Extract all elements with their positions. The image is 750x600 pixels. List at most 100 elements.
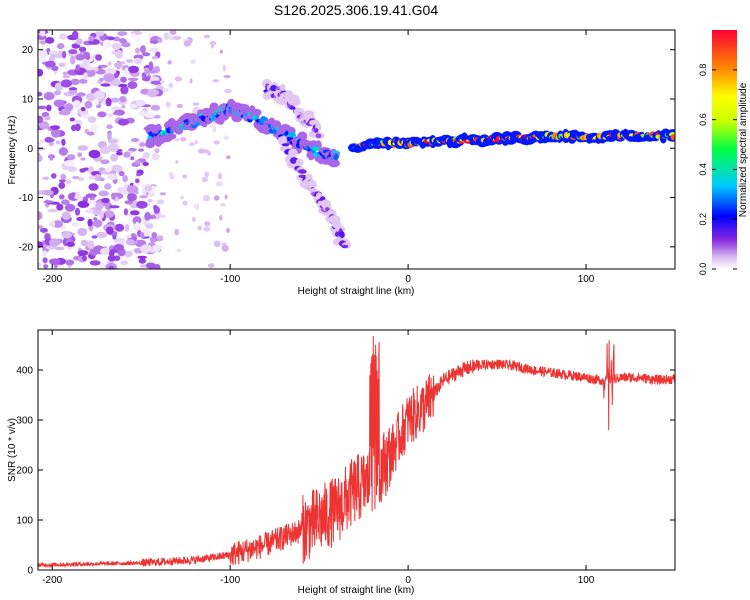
heatmap-cell (239, 104, 250, 113)
heatmap-cell (98, 262, 106, 269)
heatmap-cell (81, 255, 87, 261)
heatmap-cell (77, 228, 88, 236)
heatmap-cell (209, 124, 217, 128)
y-tick-label: 10 (22, 94, 34, 105)
heatmap-cell (176, 248, 182, 253)
heatmap-cell (114, 223, 125, 232)
heatmap-cell (92, 219, 103, 228)
heatmap-cell (104, 183, 112, 190)
heatmap-cell (100, 159, 110, 165)
heatmap-cell (203, 226, 211, 232)
heatmap-cell (144, 185, 153, 192)
heatmap-cell (66, 166, 78, 173)
heatmap-cell (108, 205, 120, 209)
snr-xlabel: Height of straight line (km) (298, 585, 415, 596)
heatmap-cell (83, 72, 88, 80)
heatmap-cell (98, 190, 109, 197)
heatmap-cell (86, 131, 95, 136)
heatmap-cell (168, 171, 174, 178)
heatmap-cell (163, 32, 170, 40)
heatmap-cell (176, 103, 183, 109)
heatmap-cell (38, 34, 47, 40)
heatmap-cell (106, 124, 113, 129)
heatmap-cell (48, 50, 60, 55)
heatmap-cell (62, 75, 71, 79)
heatmap-cell (80, 107, 86, 112)
colorbar-tick-label: 0.4 (698, 163, 708, 176)
heatmap-cell (133, 57, 143, 65)
heatmap-cell (54, 246, 65, 251)
heatmap-cell (76, 216, 85, 222)
heatmap-cell (297, 131, 308, 141)
heatmap-cell (129, 33, 136, 38)
heatmap-cell (670, 134, 675, 141)
heatmap-cell (167, 60, 172, 65)
heatmap-cell (68, 87, 78, 91)
heatmap-cell (88, 175, 96, 180)
heatmap-cell (139, 195, 148, 199)
heatmap-cell (203, 34, 210, 39)
heatmap-cell (107, 36, 115, 41)
heatmap-cell (120, 85, 129, 95)
heatmap-cell (149, 70, 157, 74)
heatmap-cell (116, 151, 123, 156)
heatmap-cell (97, 111, 107, 118)
heatmap-cell (75, 38, 83, 45)
heatmap-cell (150, 80, 162, 85)
heatmap-cell (38, 142, 42, 147)
heatmap-cell (192, 216, 196, 223)
heatmap-cell (145, 262, 156, 269)
heatmap-cell (159, 86, 164, 90)
heatmap-cell (100, 83, 111, 87)
spectrogram-xlabel: Height of straight line (km) (298, 286, 415, 297)
heatmap-cell (204, 171, 210, 178)
heatmap-cell (192, 102, 200, 106)
heatmap-cell (130, 156, 135, 161)
heatmap-cell (82, 59, 91, 68)
heatmap-cell (142, 161, 149, 167)
heatmap-cell (295, 158, 304, 167)
heatmap-cell (225, 155, 231, 160)
x-tick-label: 100 (578, 274, 595, 285)
heatmap-cell (66, 241, 75, 247)
heatmap-cell (136, 173, 142, 177)
heatmap-cell (61, 211, 71, 220)
heatmap-cell (111, 192, 116, 200)
heatmap-cell (44, 116, 51, 121)
heatmap-cell (100, 247, 110, 255)
heatmap-cell (84, 100, 93, 109)
heatmap-cell (79, 168, 86, 173)
colorbar-tick-label: 0.0 (698, 263, 708, 276)
heatmap-cell (120, 76, 127, 83)
heatmap-cell (75, 64, 80, 72)
heatmap-cell (288, 148, 298, 158)
heatmap-cell (89, 260, 101, 266)
heatmap-cell (124, 67, 130, 76)
heatmap-cell (279, 83, 286, 91)
heatmap-cell (307, 179, 317, 190)
snr-ylabel: SNR (10 * v/v) (7, 418, 18, 482)
heatmap-cell (339, 231, 345, 239)
heatmap-cell (93, 90, 105, 100)
colorbar-tick-label: 0.2 (698, 213, 708, 226)
heatmap-cell (113, 244, 124, 251)
heatmap-cell (38, 68, 44, 77)
heatmap-cell (108, 249, 115, 257)
heatmap-cell (107, 61, 112, 66)
heatmap-cell (56, 43, 65, 50)
heatmap-cell (202, 194, 211, 202)
heatmap-cell (270, 85, 278, 92)
x-tick-label: 0 (405, 575, 411, 586)
heatmap-cell (223, 75, 231, 79)
heatmap-cell (49, 154, 54, 161)
heatmap-cell (212, 126, 217, 133)
heatmap-cell (142, 52, 151, 57)
y-tick-label: 0 (27, 144, 33, 155)
heatmap-cell (64, 103, 74, 112)
heatmap-cell (110, 97, 120, 103)
heatmap-cell (56, 203, 64, 211)
heatmap-cell (117, 118, 129, 126)
heatmap-cell (180, 195, 185, 200)
heatmap-cell (71, 30, 79, 39)
heatmap-cell (76, 92, 86, 97)
